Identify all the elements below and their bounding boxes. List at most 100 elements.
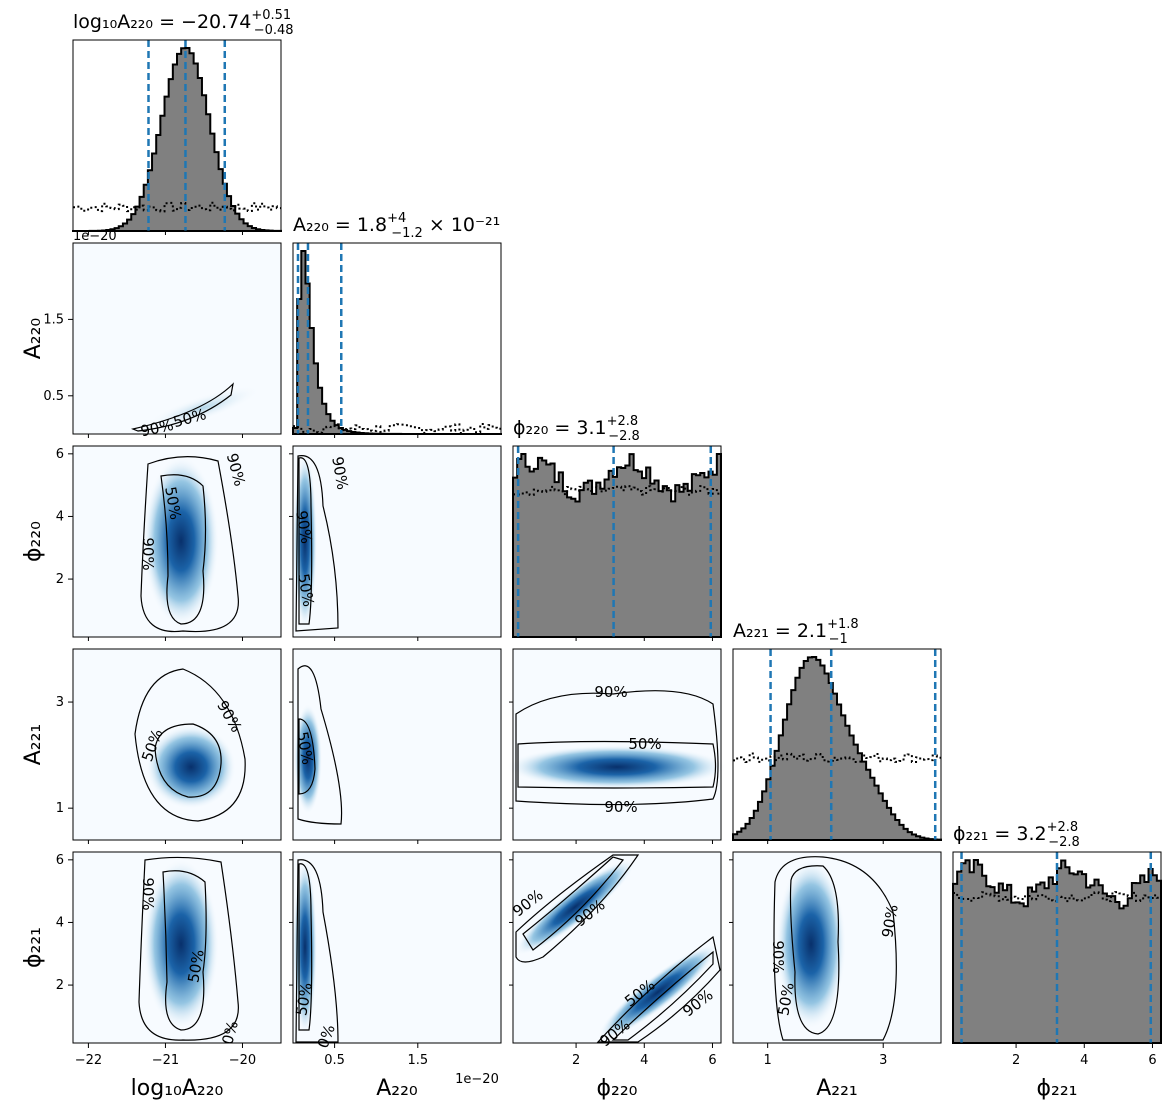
density-panel-bg	[293, 446, 501, 637]
contour-label: 90%	[139, 877, 157, 910]
density-blob	[143, 859, 219, 1029]
contour-line	[515, 854, 640, 963]
density-blob	[598, 944, 718, 1040]
x-axis-label: A₂₂₁	[816, 1076, 858, 1101]
density-panel-frame	[732, 851, 942, 1044]
y-tick-label: 0.5	[43, 389, 64, 404]
x-axis-label: log₁₀A₂₂₀	[131, 1076, 224, 1101]
density-blob	[507, 745, 727, 789]
density-blob	[145, 386, 261, 430]
y-tick-label: 2	[56, 978, 64, 993]
x-tick-label: 2	[1012, 1053, 1020, 1068]
x-tick-label: 3	[879, 1053, 887, 1068]
x-tick-label: 4	[1080, 1053, 1088, 1068]
y-tick-label: 1	[56, 801, 64, 816]
x-tick-label: 1.5	[407, 1053, 428, 1068]
x-axis-label: ϕ₂₂₀	[597, 1076, 638, 1101]
y-axis-label: ϕ₂₂₁	[21, 927, 46, 968]
x-axis-label: ϕ₂₂₁	[1037, 1076, 1078, 1101]
x-tick-label: 4	[640, 1053, 648, 1068]
y-tick-label: 4	[56, 915, 64, 930]
prior-histogram	[513, 485, 721, 496]
contour-line	[789, 865, 840, 1035]
density-panel-bg	[293, 649, 501, 840]
hist-panel-frame	[292, 242, 502, 435]
histogram-bars	[72, 47, 282, 232]
x-tick-label: 0.5	[324, 1053, 345, 1068]
hist-panel-frame	[72, 39, 282, 232]
density-panel-frame	[72, 648, 282, 841]
contour-line	[162, 870, 207, 1031]
contour-line	[160, 474, 207, 625]
contour-line	[297, 665, 343, 825]
density-panel-frame	[72, 445, 282, 638]
hist-panel-frame	[732, 648, 942, 841]
x-tick-label: −20	[229, 1053, 256, 1068]
panel-title: A₂₂₀ = 1.8+4 −1.2 × 10⁻²¹	[293, 211, 500, 241]
contour-label: 0%	[218, 1019, 242, 1047]
y-tick-label: 1.5	[43, 312, 64, 327]
contour-line	[140, 456, 239, 633]
contour-line	[298, 718, 316, 795]
x-tick-label: −22	[75, 1053, 102, 1068]
y-axis-label: A₂₂₀	[21, 318, 46, 360]
x-axis-label: A₂₂₀	[376, 1076, 418, 1101]
contour-line	[130, 382, 234, 432]
x-tick-label: −21	[152, 1053, 179, 1068]
contour-line	[517, 740, 717, 789]
contour-line	[138, 856, 239, 1041]
contour-label: 90%	[139, 537, 157, 570]
contour-label: 50%	[293, 730, 317, 766]
density-blob	[776, 859, 846, 1029]
contour-line	[298, 457, 313, 625]
density-blob	[294, 704, 322, 814]
prior-histogram	[293, 423, 501, 435]
density-panel-frame	[512, 648, 722, 841]
histogram-bars	[732, 656, 942, 841]
contour-label: 90%	[594, 683, 627, 701]
contour-label: 50%	[184, 948, 208, 984]
contour-line	[596, 935, 721, 1043]
contour-line	[295, 455, 339, 632]
panel-title: A₂₂₁ = 2.1+1.8 −1	[733, 617, 859, 647]
density-panel-bg	[513, 649, 721, 840]
y-tick-label: 6	[56, 447, 64, 462]
density-panel-frame	[512, 851, 722, 1044]
y-axis-label: A₂₂₁	[21, 724, 46, 766]
density-blob	[143, 456, 219, 626]
hist-panel-frame	[952, 851, 1162, 1044]
x-tick-label: 2	[572, 1053, 580, 1068]
y-axis-label: ϕ₂₂₀	[21, 521, 46, 562]
panel-title: ϕ₂₂₁ = 3.2+2.8 −2.8	[953, 820, 1080, 850]
panel-title: log₁₀A₂₂₀ = −20.74+0.51 −0.48	[73, 8, 294, 38]
x-scale-exponent: 1e−20	[455, 1072, 499, 1087]
density-panel-frame	[292, 445, 502, 638]
contour-line	[522, 856, 625, 951]
contour-label: 90%	[769, 940, 787, 973]
x-tick-label: 6	[1148, 1053, 1156, 1068]
density-panel-frame	[292, 851, 502, 1044]
contour-line	[154, 723, 222, 798]
contour-line	[515, 690, 719, 806]
y-tick-label: 4	[56, 509, 64, 524]
contour-line	[134, 668, 246, 822]
contour-line	[773, 856, 897, 1041]
contour-label: 90%	[292, 509, 316, 545]
y-tick-label: 6	[56, 853, 64, 868]
y-scale-exponent: 1e−20	[73, 229, 117, 244]
panel-title: ϕ₂₂₀ = 3.1+2.8 −2.8	[513, 414, 640, 444]
x-tick-label: 6	[708, 1053, 716, 1068]
density-panel-frame	[292, 648, 502, 841]
contour-line	[298, 863, 313, 1031]
hist-panel-bg	[293, 243, 501, 434]
density-panel-bg	[293, 852, 501, 1043]
contour-line	[295, 859, 339, 1043]
x-tick-label: 1	[764, 1053, 772, 1068]
contour-label: 90%	[328, 455, 352, 491]
contour-label: 50%	[294, 572, 318, 608]
y-tick-label: 2	[56, 572, 64, 587]
density-panel-frame	[72, 242, 282, 435]
density-panel-frame	[72, 851, 282, 1044]
y-tick-label: 3	[56, 695, 64, 710]
